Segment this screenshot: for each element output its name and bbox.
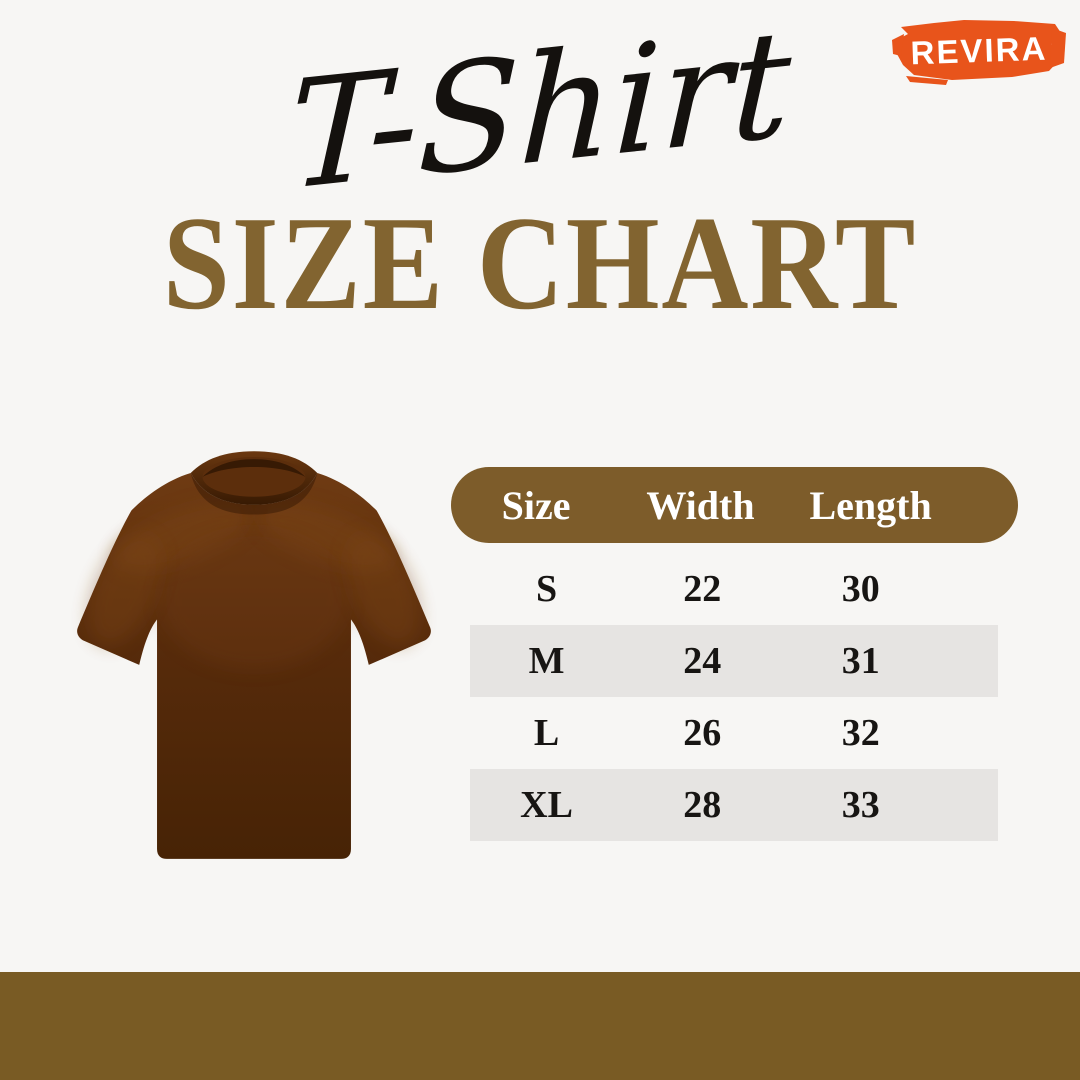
table-header: Size Width Length	[451, 467, 1018, 543]
length-cell: 33	[841, 784, 880, 826]
column-header-width: Width	[646, 482, 755, 528]
length-cell: 30	[841, 568, 880, 610]
size-cell: XL	[520, 784, 573, 826]
page-title: SIZE CHART	[162, 189, 918, 337]
brush-stroke-icon: REVIRA	[892, 20, 1066, 85]
table-row: S 22 30	[470, 553, 998, 625]
tshirt-image	[77, 451, 431, 859]
table-row: M 24 31	[470, 625, 998, 697]
footer-bar	[0, 972, 1080, 1080]
table-row: L 26 32	[470, 697, 998, 769]
table-row: XL 28 33	[470, 769, 998, 841]
size-cell: M	[528, 640, 565, 682]
brand-logo: REVIRA	[892, 16, 1066, 88]
width-cell: 26	[683, 712, 722, 754]
column-header-size: Size	[501, 482, 571, 528]
width-cell: 24	[683, 640, 722, 682]
length-cell: 32	[841, 712, 880, 754]
width-cell: 28	[683, 784, 722, 826]
length-cell: 31	[841, 640, 880, 682]
column-header-length: Length	[809, 482, 932, 528]
size-cell: L	[533, 712, 560, 754]
size-chart-table: Size Width Length S 22 30 M 24 31 L 26 3…	[451, 467, 1018, 841]
width-cell: 22	[683, 568, 722, 610]
brand-name: REVIRA	[910, 30, 1048, 72]
product-image	[66, 450, 442, 868]
table-body: S 22 30 M 24 31 L 26 32 XL 28 33	[470, 553, 998, 841]
size-cell: S	[535, 568, 558, 610]
